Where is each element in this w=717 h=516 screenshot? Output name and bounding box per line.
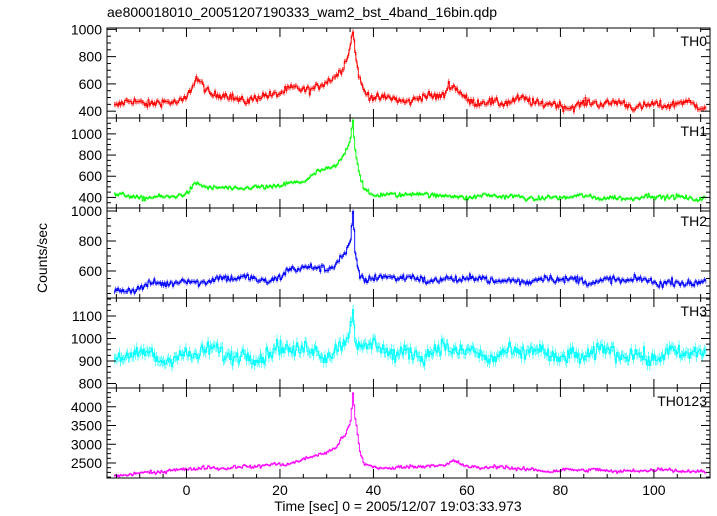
series-line-th0123 [114, 392, 706, 478]
x-tick-label: 0 [183, 482, 191, 498]
y-tick-label: 600 [79, 168, 103, 184]
y-tick-label: 4000 [71, 399, 102, 415]
y-tick-label: 600 [79, 76, 103, 92]
x-tick-label: 60 [459, 482, 475, 498]
panel-label-th0: TH0 [681, 33, 708, 49]
y-tick-label: 400 [79, 189, 103, 205]
y-tick-label: 1000 [71, 126, 102, 142]
y-tick-label: 800 [79, 376, 103, 392]
y-tick-label: 1000 [71, 331, 102, 347]
y-tick-label: 800 [79, 49, 103, 65]
panel-label-th0123: TH0123 [657, 393, 707, 409]
panel-frame [106, 387, 711, 479]
x-tick-label: 80 [553, 482, 569, 498]
y-tick-label: 900 [79, 353, 103, 369]
y-tick-label: 3500 [71, 418, 102, 434]
x-tick-label: 20 [272, 482, 288, 498]
panel-th0123: 2500 3000 3500 4000 TH0123 [71, 387, 711, 479]
series-errorbars-th2 [114, 209, 707, 296]
chart-title: ae800018010_20051207190333_wam2_bst_4ban… [107, 4, 497, 20]
series-line-th2 [114, 211, 706, 294]
panel-frame [106, 207, 711, 299]
y-tick-label: 2500 [71, 455, 102, 471]
x-tick-label: 100 [642, 482, 666, 498]
x-axis-label: Time [sec] 0 = 2005/12/07 19:03:33.973 [274, 498, 522, 514]
panel-stack: 400 600 800 1000 TH0 400 600 800 1000 TH1 600 800 10… [71, 21, 711, 479]
series-line-th0 [114, 31, 706, 113]
x-tick-label: 40 [366, 482, 382, 498]
x-axis-tick-labels: 0 20 40 60 80 100 [183, 482, 666, 498]
series-line-th3 [114, 309, 706, 368]
panel-label-th1: TH1 [681, 123, 708, 139]
y-axis-label: Counts/sec [34, 223, 50, 293]
panel-th2: 600 800 1000 TH2 [71, 203, 711, 299]
series-errorbars-th0 [114, 29, 707, 115]
panel-th0: 400 600 800 1000 TH0 [71, 21, 711, 119]
series-errorbars-th3 [114, 304, 707, 372]
y-tick-label: 800 [79, 147, 103, 163]
y-tick-label: 1000 [71, 21, 102, 37]
series-line-th1 [114, 119, 706, 202]
panel-label-th2: TH2 [681, 213, 708, 229]
y-tick-label: 800 [79, 233, 103, 249]
y-tick-label: 1000 [71, 203, 102, 219]
y-tick-label: 400 [79, 103, 103, 119]
panel-frame [106, 297, 711, 389]
panel-th3: 800 900 1000 1100 TH3 [71, 297, 711, 392]
y-tick-label: 3000 [71, 436, 102, 452]
panel-label-th3: TH3 [681, 303, 708, 319]
y-tick-label: 1100 [72, 308, 102, 324]
panel-frame [106, 27, 711, 119]
panel-th1: 400 600 800 1000 TH1 [71, 117, 711, 209]
series-errorbars-th1 [114, 118, 707, 203]
y-tick-label: 600 [79, 263, 103, 279]
